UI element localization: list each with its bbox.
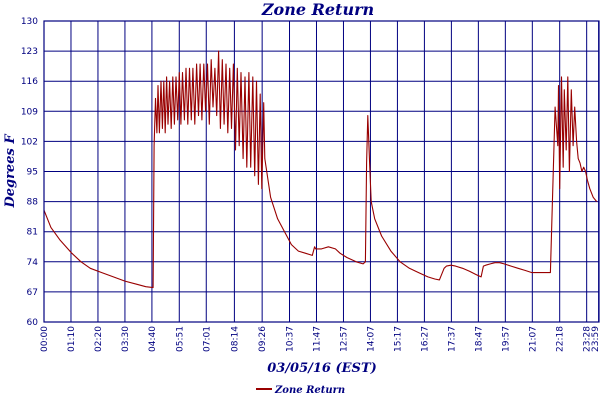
y-tick-label: 81 [27,228,38,238]
x-tick-labels: 00:00 01:10 02:20 03:30 04:40 05:51 07:01 08:14… [40,326,600,352]
x-tick-label: 22:18 [556,326,566,352]
x-tick-label: 04:40 [148,326,158,352]
x-axis-label: 03/05/16 (EST) [267,361,377,376]
x-tick-label: 09:26 [258,326,268,352]
y-tick-label: 60 [27,318,39,328]
y-tick-label: 130 [21,17,38,27]
y-tick-label: 116 [21,77,38,87]
legend: Zone Return [256,385,345,396]
x-tick-label: 02:20 [94,326,104,352]
x-tick-label: 23:28 [583,326,593,352]
y-tick-label: 109 [21,107,38,117]
x-tick-label: 01:10 [67,326,77,352]
chart-title: Zone Return [261,0,374,19]
x-tick-label: 07:01 [202,326,212,352]
y-tick-label: 74 [27,258,39,268]
x-tick-label: 18:47 [474,326,484,352]
x-tick-label: 21:07 [528,326,538,352]
x-tick-label: 12:57 [339,326,349,352]
x-tick-label: 11:47 [312,326,322,352]
grid-lines [43,20,600,323]
x-tick-label: 00:00 [40,326,50,352]
x-tick-label: 03:30 [121,326,131,352]
x-tick-label: 16:27 [420,326,430,352]
y-tick-label: 88 [27,198,39,208]
y-tick-label: 123 [21,47,38,57]
x-tick-label: 19:57 [501,326,511,352]
x-tick-label: 17:37 [447,326,457,352]
y-tick-label: 102 [21,137,38,147]
y-tick-labels: 60 67 74 81 88 95 102 109 116 123 130 [21,17,38,328]
series-layer [43,50,598,289]
x-tick-label: 14:07 [366,326,376,352]
y-tick-label: 95 [27,168,38,178]
x-tick-label: 15:17 [393,326,403,352]
x-tick-label: 05:51 [175,326,185,352]
x-tick-label: 23:59 [591,326,600,352]
series-line-zone-return [43,50,598,289]
y-tick-label: 67 [27,288,38,298]
legend-label: Zone Return [274,385,345,396]
y-axis-label: Degrees F [3,134,18,209]
plot-frame [43,20,600,323]
x-tick-label: 08:14 [230,326,240,352]
x-tick-label: 10:37 [286,326,296,352]
